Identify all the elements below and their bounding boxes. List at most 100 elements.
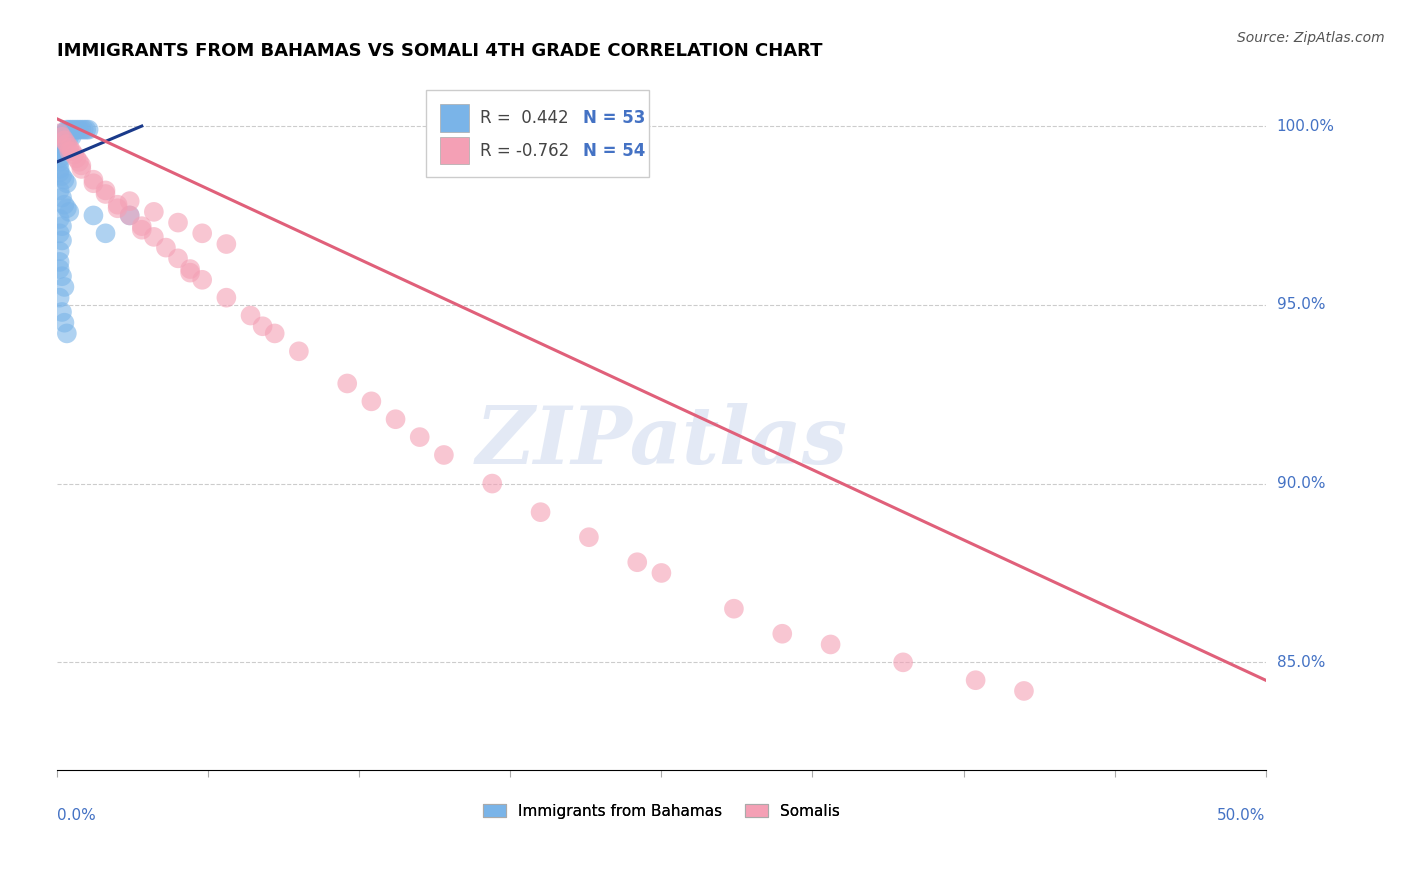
Point xyxy=(131,223,153,237)
Text: Source: ZipAtlas.com: Source: ZipAtlas.com xyxy=(1237,31,1385,45)
Point xyxy=(167,252,190,266)
Point xyxy=(82,172,104,186)
Text: 85.0%: 85.0% xyxy=(1277,655,1324,670)
Point xyxy=(63,147,86,161)
Point xyxy=(891,656,914,670)
Text: 90.0%: 90.0% xyxy=(1277,476,1326,491)
Point xyxy=(51,129,73,144)
Point xyxy=(51,144,73,158)
Point xyxy=(70,161,93,176)
Point xyxy=(77,122,100,136)
Point xyxy=(107,202,129,216)
Text: 50.0%: 50.0% xyxy=(1218,808,1265,823)
Point xyxy=(56,136,79,151)
Point xyxy=(48,165,70,179)
Point xyxy=(107,197,129,211)
Point xyxy=(118,209,141,223)
Point xyxy=(215,237,238,252)
Point xyxy=(529,505,551,519)
Point xyxy=(215,291,238,305)
Point xyxy=(82,176,104,190)
Point xyxy=(155,241,177,255)
Text: ZIPatlas: ZIPatlas xyxy=(475,403,848,481)
Point xyxy=(94,227,117,241)
Text: R = -0.762: R = -0.762 xyxy=(479,142,569,160)
Point xyxy=(56,122,79,136)
Point xyxy=(67,122,90,136)
Point xyxy=(650,566,672,580)
Point xyxy=(48,227,70,241)
Point xyxy=(142,230,165,244)
Point xyxy=(65,122,87,136)
Point xyxy=(179,266,201,280)
Point xyxy=(48,212,70,227)
Point xyxy=(53,197,76,211)
Point xyxy=(63,122,86,136)
Point xyxy=(48,255,70,269)
Point xyxy=(94,183,117,197)
Text: N = 53: N = 53 xyxy=(583,109,645,127)
Point xyxy=(770,626,793,640)
Text: R =  0.442: R = 0.442 xyxy=(479,109,569,127)
Text: 100.0%: 100.0% xyxy=(1277,119,1334,134)
Point xyxy=(58,122,80,136)
Point xyxy=(94,186,117,201)
Point xyxy=(131,219,153,234)
Legend: Immigrants from Bahamas, Somalis: Immigrants from Bahamas, Somalis xyxy=(477,797,846,825)
Point xyxy=(53,172,76,186)
Point xyxy=(48,136,70,151)
Point xyxy=(51,269,73,284)
Point xyxy=(239,309,262,323)
Point xyxy=(118,209,141,223)
Point xyxy=(820,637,842,651)
Point xyxy=(48,144,70,158)
Point xyxy=(56,202,79,216)
Point xyxy=(48,126,70,140)
Point xyxy=(58,140,80,154)
Point xyxy=(73,122,96,136)
Point xyxy=(384,412,406,426)
Point xyxy=(51,126,73,140)
Point xyxy=(48,244,70,259)
Point xyxy=(48,183,70,197)
FancyBboxPatch shape xyxy=(426,90,650,177)
Point xyxy=(48,151,70,165)
Point xyxy=(51,169,73,183)
Point xyxy=(409,430,432,444)
Text: 0.0%: 0.0% xyxy=(58,808,96,823)
Point xyxy=(51,234,73,248)
Point xyxy=(48,133,70,147)
Point xyxy=(263,326,285,341)
Point xyxy=(58,144,80,158)
Point xyxy=(48,291,70,305)
FancyBboxPatch shape xyxy=(440,103,470,132)
Point xyxy=(70,158,93,172)
Point xyxy=(56,326,79,341)
Point xyxy=(626,555,648,569)
Point xyxy=(179,262,201,277)
Point xyxy=(48,161,70,176)
Point xyxy=(53,280,76,294)
Point xyxy=(53,126,76,140)
Point xyxy=(433,448,456,462)
Point xyxy=(191,227,214,241)
Point xyxy=(723,601,745,615)
Point xyxy=(75,122,97,136)
Point xyxy=(60,122,83,136)
Point xyxy=(252,319,274,334)
Point xyxy=(51,190,73,204)
Point xyxy=(82,209,104,223)
Point xyxy=(51,219,73,234)
Point xyxy=(965,673,987,688)
Point xyxy=(481,476,503,491)
Point xyxy=(58,205,80,219)
Point xyxy=(578,530,600,544)
Text: IMMIGRANTS FROM BAHAMAS VS SOMALI 4TH GRADE CORRELATION CHART: IMMIGRANTS FROM BAHAMAS VS SOMALI 4TH GR… xyxy=(58,42,823,60)
Point xyxy=(51,305,73,319)
Point xyxy=(48,262,70,277)
Point xyxy=(67,154,90,169)
Point xyxy=(53,133,76,147)
Text: 95.0%: 95.0% xyxy=(1277,297,1326,312)
Point xyxy=(56,129,79,144)
Point xyxy=(51,133,73,147)
